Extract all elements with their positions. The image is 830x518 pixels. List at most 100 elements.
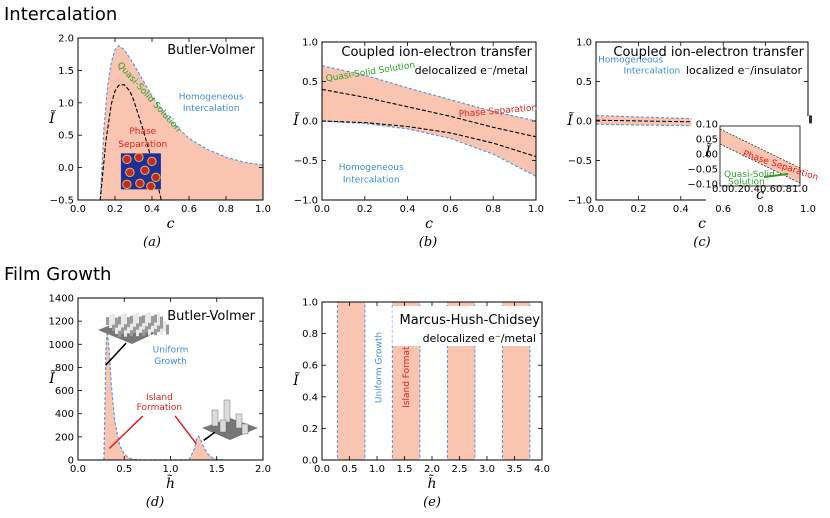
surface-pillar bbox=[118, 316, 121, 325]
y-tick-label: 2.0 bbox=[58, 34, 74, 45]
chart-panel-c: 0.0 0.2 0.4 0.6 0.8 1.0−1.0−0.50.00.51.0cĨ(c)… bbox=[566, 38, 819, 251]
spinodal-line bbox=[595, 119, 692, 123]
microstructure-particle bbox=[135, 178, 145, 189]
surface-pillar bbox=[142, 320, 145, 330]
surface-pillar bbox=[121, 325, 124, 334]
pointer-line bbox=[105, 342, 127, 366]
y-tick-label: 1.5 bbox=[58, 66, 74, 77]
section-title-intercalation: Intercalation bbox=[4, 4, 118, 25]
inset-x-axis-label: c bbox=[756, 187, 764, 203]
panel-label: (a) bbox=[143, 235, 161, 250]
annotation-label: Separation bbox=[118, 140, 167, 150]
surface-pillar bbox=[148, 317, 151, 330]
annotation-label: Uniform bbox=[153, 345, 189, 355]
inset-frame bbox=[719, 125, 801, 187]
x-tick-label: 0.2 bbox=[107, 204, 123, 215]
x-tick-label: 1.5 bbox=[397, 464, 413, 475]
microstructure-particle bbox=[151, 172, 161, 183]
x-tick-label: 2.0 bbox=[255, 464, 271, 475]
x-tick-label: 0.8 bbox=[485, 204, 501, 215]
surface-pillar bbox=[139, 316, 142, 327]
pointer-line-red bbox=[174, 415, 197, 445]
surface-pillar bbox=[127, 322, 130, 334]
y-axis-label: Ĩ bbox=[566, 111, 574, 129]
x-tick-label: 1.0 bbox=[255, 204, 271, 215]
y-tick-label: 1.0 bbox=[576, 38, 592, 49]
annotation-label: Intercalation bbox=[624, 67, 681, 77]
panel-title: Coupled ion-electron transfer bbox=[613, 45, 804, 60]
surface-pillar bbox=[130, 326, 133, 337]
panel-title: Marcus-Hush-Chidsey bbox=[400, 313, 541, 328]
section-title-film-growth: Film Growth bbox=[4, 264, 112, 285]
x-tick-label: 0.2 bbox=[630, 204, 646, 215]
microstructure-particle bbox=[146, 181, 156, 192]
y-tick-label: 1.0 bbox=[302, 38, 318, 49]
panel-label: (d) bbox=[146, 495, 164, 510]
surface-pillar bbox=[160, 316, 163, 329]
chart-panel-e: 0.0 0.5 1.0 1.5 2.0 2.5 3.0 3.5 4.0 0.0 0.2 0.4 0.6 0… bbox=[292, 298, 550, 511]
surface-pillar bbox=[124, 313, 127, 325]
surface-pillar bbox=[133, 313, 136, 327]
microstructure-particle bbox=[134, 152, 144, 163]
surface-pillar bbox=[112, 319, 115, 331]
y-axis-label: Ĩ bbox=[48, 109, 56, 127]
x-tick-label: 0.8 bbox=[218, 204, 234, 215]
microstructure-particle bbox=[122, 179, 132, 190]
phase-region-fill bbox=[103, 333, 226, 460]
x-axis-label: c bbox=[425, 216, 433, 232]
annotation-label: Homogeneous bbox=[179, 93, 244, 103]
surface-pillar bbox=[139, 321, 142, 333]
x-tick-label: 0.0 bbox=[314, 204, 330, 215]
inset-pointer-line bbox=[763, 173, 789, 178]
y-tick-label: 0.0 bbox=[302, 117, 318, 128]
y-tick-label: 600 bbox=[55, 386, 74, 397]
y-tick-label: −1.0 bbox=[294, 196, 318, 207]
y-tick-label: 0.0 bbox=[58, 163, 74, 174]
x-tick-label: 1.0 bbox=[800, 204, 816, 215]
inset-y-tick-label: 0.10 bbox=[696, 120, 718, 131]
y-tick-label: −1.0 bbox=[568, 196, 592, 207]
x-tick-label: 0.0 bbox=[70, 204, 86, 215]
surface-pillar bbox=[142, 325, 145, 336]
annotation-label: Intercalation bbox=[343, 176, 400, 186]
x-tick-label: 0.0 bbox=[588, 204, 604, 215]
surface-pillar bbox=[118, 327, 121, 337]
x-tick-label: 2.5 bbox=[452, 464, 468, 475]
surface-pillar bbox=[166, 324, 169, 335]
annotation-label: Intercalation bbox=[183, 104, 240, 114]
title-background bbox=[392, 306, 540, 346]
cropped-inset-edge bbox=[809, 115, 812, 124]
y-axis-label: Ĩ bbox=[292, 111, 300, 129]
x-tick-label: 0.0 bbox=[314, 464, 330, 475]
y-tick-label: 1.0 bbox=[58, 98, 74, 109]
panel-title: Butler-Volmer bbox=[167, 43, 255, 58]
panel-subtitle: delocalized e⁻/metal bbox=[423, 332, 536, 345]
spinodal-line bbox=[321, 88, 537, 138]
surface-pillar bbox=[121, 314, 124, 328]
island-pillar bbox=[235, 413, 243, 429]
x-tick-label: 0.4 bbox=[144, 204, 160, 215]
inset-fill bbox=[720, 129, 800, 183]
y-tick-label: 1200 bbox=[49, 317, 74, 328]
annotation-label: Solution bbox=[728, 178, 765, 188]
x-tick-label: 0.0 bbox=[70, 464, 86, 475]
x-tick-label: 0.8 bbox=[758, 204, 774, 215]
surface-pillar bbox=[130, 315, 133, 324]
x-tick-label: 4.0 bbox=[534, 464, 550, 475]
surface-pillar bbox=[154, 319, 157, 329]
island-pillar bbox=[211, 409, 219, 427]
surface-pillar bbox=[112, 313, 115, 325]
y-tick-label: 0.5 bbox=[576, 77, 592, 88]
y-tick-label: −0.5 bbox=[50, 196, 74, 207]
x-tick-label: 1.0 bbox=[163, 464, 179, 475]
panel-label: (e) bbox=[423, 495, 441, 510]
panel-title: Coupled ion-electron transfer bbox=[341, 45, 532, 60]
phase-region-fill bbox=[322, 65, 536, 177]
y-tick-label: 0.8 bbox=[302, 329, 318, 340]
annotation-label: Homogeneous bbox=[598, 56, 663, 66]
x-tick-label: 3.5 bbox=[507, 464, 523, 475]
surface-pillar bbox=[130, 321, 133, 331]
boundary-line bbox=[103, 332, 227, 461]
surface-pillar bbox=[151, 321, 154, 333]
surface-pillar bbox=[109, 315, 112, 328]
